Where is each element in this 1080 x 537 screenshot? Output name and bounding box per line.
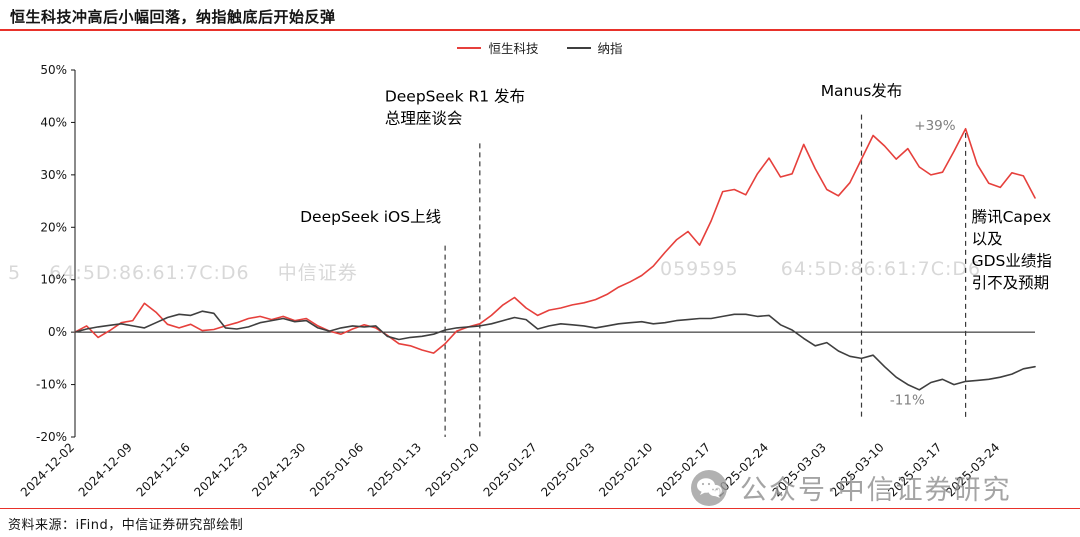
svg-text:2024-12-02: 2024-12-02	[18, 440, 77, 499]
svg-text:2025-02-10: 2025-02-10	[596, 440, 655, 499]
svg-text:30%: 30%	[40, 168, 67, 182]
svg-text:Manus发布: Manus发布	[821, 82, 903, 100]
svg-text:DeepSeek R1 发布: DeepSeek R1 发布	[385, 87, 525, 105]
svg-text:2024-12-16: 2024-12-16	[134, 440, 193, 499]
svg-text:50%: 50%	[40, 63, 67, 77]
svg-text:10%: 10%	[40, 273, 67, 287]
svg-text:以及: 以及	[972, 230, 1003, 248]
svg-text:2024-12-23: 2024-12-23	[191, 440, 250, 499]
svg-text:2025-01-27: 2025-01-27	[481, 440, 540, 499]
svg-text:总理座谈会: 总理座谈会	[385, 109, 463, 127]
svg-text:40%: 40%	[40, 115, 67, 129]
svg-text:2024-12-30: 2024-12-30	[249, 440, 308, 499]
legend-item-hst: 恒生科技	[457, 38, 539, 57]
svg-text:-10%: -10%	[36, 378, 67, 392]
hst-line-swatch	[457, 46, 482, 49]
svg-text:DeepSeek iOS上线: DeepSeek iOS上线	[300, 208, 441, 226]
legend-item-nasdaq: 纳指	[566, 38, 623, 57]
figure-title: 恒生科技冲高后小幅回落，纳指触底后开始反弹	[10, 8, 336, 26]
svg-text:2025-03-24: 2025-03-24	[943, 440, 1002, 499]
svg-text:2025-02-03: 2025-02-03	[538, 440, 597, 499]
svg-text:2025-01-13: 2025-01-13	[365, 440, 424, 499]
title-underline	[0, 29, 1080, 31]
svg-text:2025-01-06: 2025-01-06	[307, 440, 366, 499]
svg-text:20%: 20%	[40, 220, 67, 234]
svg-text:-11%: -11%	[890, 392, 925, 408]
svg-text:2024-12-09: 2024-12-09	[76, 440, 135, 499]
svg-text:2025-03-17: 2025-03-17	[885, 440, 944, 499]
svg-text:腾讯Capex: 腾讯Capex	[972, 208, 1052, 226]
svg-text:2025-01-20: 2025-01-20	[423, 440, 482, 499]
svg-text:引不及预期: 引不及预期	[972, 274, 1050, 292]
svg-text:GDS业绩指: GDS业绩指	[972, 252, 1052, 270]
legend-label-hst: 恒生科技	[488, 41, 539, 56]
footer-rule	[0, 508, 1080, 509]
svg-text:+39%: +39%	[914, 118, 955, 134]
nasdaq-line-swatch	[566, 46, 591, 49]
svg-text:2025-03-03: 2025-03-03	[770, 440, 829, 499]
chart-legend: 恒生科技 纳指	[0, 38, 1080, 57]
svg-text:2025-02-17: 2025-02-17	[654, 440, 713, 499]
svg-text:2025-03-10: 2025-03-10	[828, 440, 887, 499]
svg-text:2025-02-24: 2025-02-24	[712, 440, 771, 499]
svg-text:0%: 0%	[48, 325, 67, 339]
legend-label-nasdaq: 纳指	[597, 41, 623, 56]
svg-text:-20%: -20%	[36, 430, 67, 444]
source-note: 资料来源：iFind，中信证券研究部绘制	[8, 518, 244, 533]
